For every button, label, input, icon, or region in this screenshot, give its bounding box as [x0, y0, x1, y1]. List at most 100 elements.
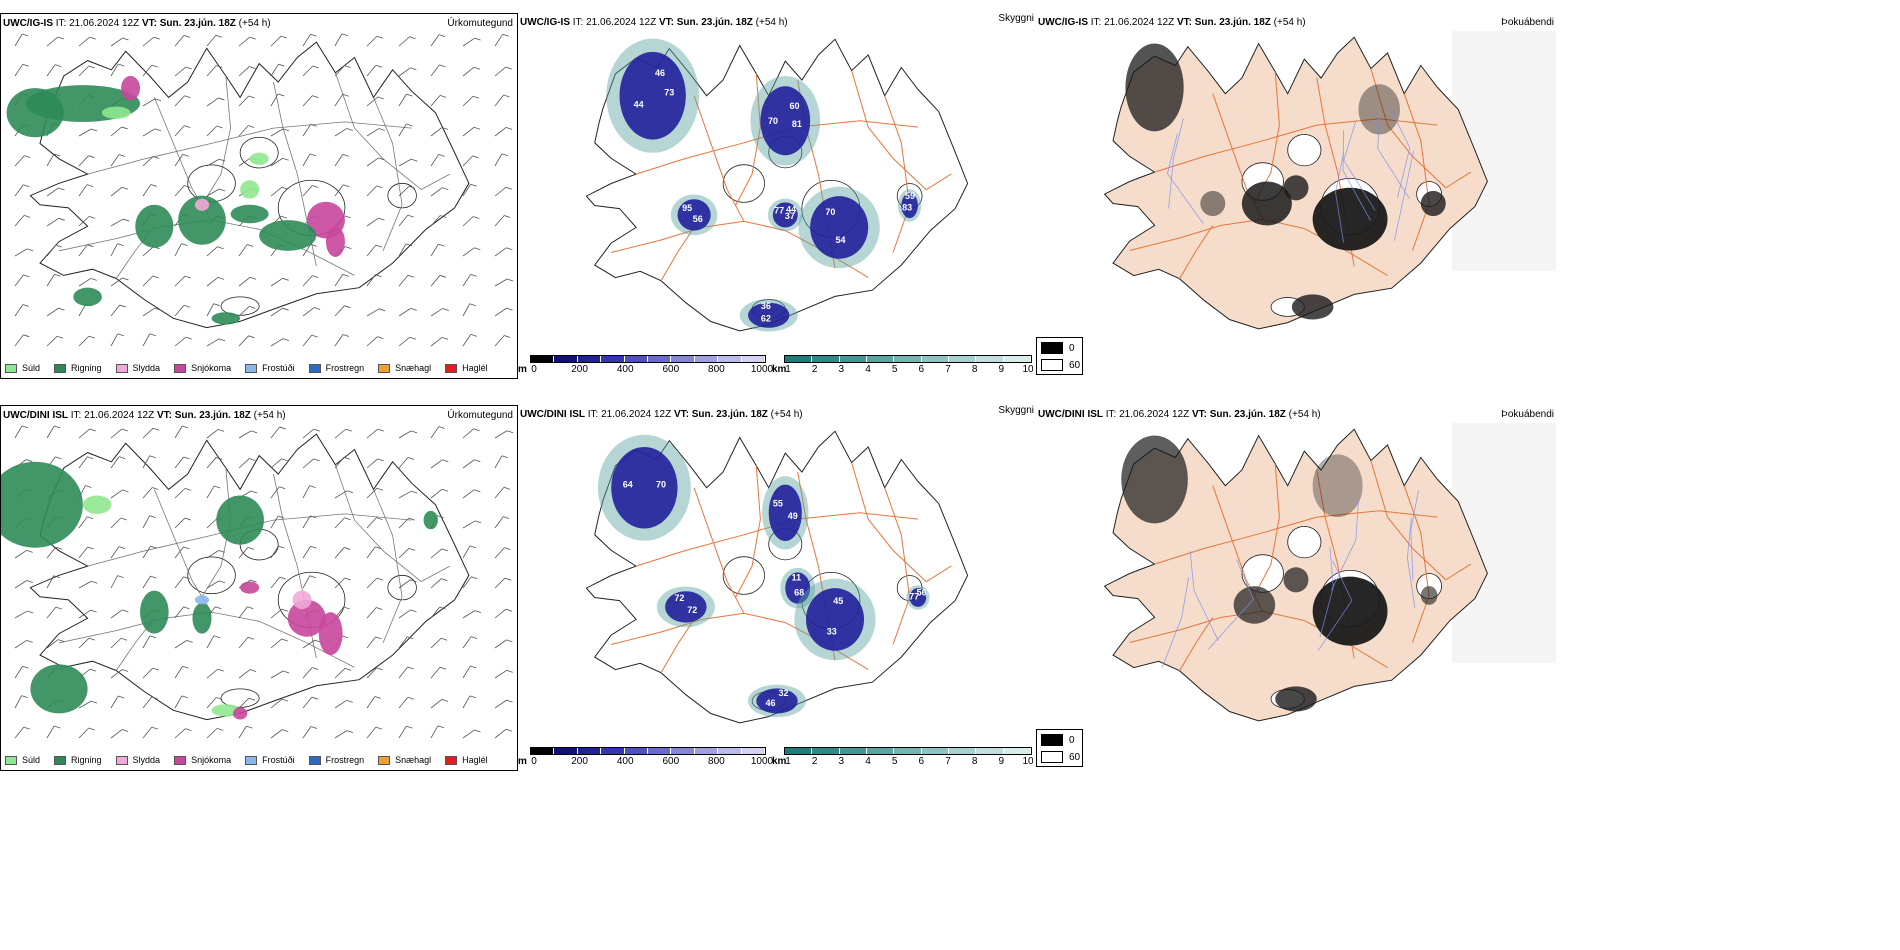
- wind-barb: [78, 128, 98, 137]
- mountain-fog-area: [768, 484, 802, 542]
- fog-legend-label: 60: [1069, 359, 1081, 371]
- mountain-fog-area: [677, 199, 711, 231]
- wind-barb: [110, 243, 124, 257]
- wind-barb: [430, 127, 449, 137]
- colorbar-segment: [601, 748, 625, 754]
- visibility-value-label: 54: [835, 235, 845, 245]
- wind-barb: [334, 667, 352, 679]
- panel-title: Þokuábendi: [1501, 17, 1554, 28]
- wind-barb: [494, 278, 514, 287]
- colorbar-strip: [530, 747, 766, 755]
- wind-barb: [78, 727, 95, 739]
- wind-barb: [430, 426, 446, 439]
- wind-barb: [110, 637, 128, 649]
- wind-barb: [270, 486, 286, 499]
- wind-barb: [174, 243, 188, 257]
- wind-barb: [110, 489, 129, 499]
- colorbar-segment: [718, 748, 742, 754]
- wind-barb: [334, 65, 351, 77]
- wind-barb: [462, 610, 482, 619]
- wind-barb: [430, 187, 449, 197]
- wind-barb: [14, 549, 33, 559]
- wind-barb: [110, 456, 126, 469]
- wind-barb: [46, 153, 61, 167]
- colorbar-segment: [718, 356, 742, 362]
- colorbar-tick-label: 1000: [750, 756, 774, 767]
- terrain-height-colorbar: m 0 200 400 600 800 1000: [518, 747, 773, 771]
- legend-label: Haglél: [462, 363, 488, 373]
- wind-barb: [462, 126, 481, 137]
- wind-barb: [398, 547, 416, 559]
- river: [1410, 490, 1419, 581]
- colorbar-segment: [671, 356, 695, 362]
- legend-label: Frostregn: [325, 755, 365, 765]
- colorbar-tick-label: 4: [865, 756, 871, 767]
- precip-area: [249, 152, 269, 165]
- wind-barb: [430, 548, 448, 559]
- visibility-value-label: 62: [761, 313, 771, 323]
- wind-barb: [366, 577, 384, 589]
- wind-barb: [14, 304, 30, 317]
- wind-barb: [462, 216, 480, 227]
- wind-barb: [14, 639, 33, 649]
- wind-barb: [14, 215, 31, 227]
- wind-barb: [142, 667, 159, 679]
- wind-barb: [174, 336, 192, 347]
- visibility-value-label: 46: [655, 68, 665, 78]
- precip-area: [318, 612, 343, 656]
- fog-legend-swatch: [1041, 342, 1063, 354]
- wind-barb: [270, 670, 290, 679]
- wind-barb: [46, 606, 63, 619]
- river: [1406, 517, 1416, 608]
- precip-area: [135, 204, 174, 248]
- river: [1335, 152, 1345, 243]
- legend-label: Snæhagl: [395, 363, 432, 373]
- wind-barb: [334, 274, 349, 287]
- wind-barb: [430, 308, 449, 317]
- fog-index-area: [1291, 294, 1334, 320]
- road: [635, 512, 918, 567]
- wind-barb: [174, 640, 193, 649]
- wind-barb: [110, 695, 125, 709]
- fog-legend-label: 0: [1069, 734, 1075, 746]
- visibility-value-label: 49: [788, 511, 798, 521]
- wind-barb: [142, 156, 160, 167]
- precip-map: [6, 33, 514, 347]
- glacier-outline: [387, 182, 417, 209]
- wind-barb: [494, 33, 509, 47]
- road: [1179, 617, 1214, 671]
- fog-index-area: [1241, 181, 1292, 226]
- wind-barb: [46, 187, 65, 197]
- wind-barb: [494, 547, 511, 559]
- visibility-value-label: 56: [693, 214, 703, 224]
- wind-barb: [430, 725, 444, 739]
- legend-label: Slydda: [132, 755, 161, 765]
- colorbar-segment: [839, 748, 867, 754]
- visibility-value-label: 70: [656, 480, 666, 490]
- wind-barb: [494, 516, 510, 529]
- wind-barb: [430, 337, 449, 347]
- fog-legend-item: 0: [1041, 342, 1075, 354]
- wind-barb: [334, 154, 349, 167]
- wind-barb: [462, 636, 478, 649]
- fog-index-area: [1275, 686, 1317, 712]
- mountain-fog-area: [909, 588, 927, 607]
- wind-barb: [206, 188, 226, 197]
- wind-barb: [46, 546, 62, 559]
- fog-legend-swatch: [1041, 359, 1063, 371]
- wind-barb: [78, 609, 97, 619]
- wind-barb: [174, 728, 192, 739]
- legend-label: Snæhagl: [395, 755, 432, 765]
- wind-barb: [142, 635, 157, 649]
- wind-barb: [174, 154, 189, 167]
- wind-barb: [462, 183, 477, 197]
- wind-barb: [494, 66, 512, 77]
- legend-label: Súld: [22, 363, 41, 373]
- legend-label: Snjókoma: [191, 363, 232, 373]
- colorbar-segment: [866, 748, 895, 754]
- colorbar-segment: [1003, 356, 1031, 362]
- wind-barb: [270, 157, 289, 167]
- wind-barb: [302, 153, 317, 167]
- wind-barb: [78, 637, 96, 649]
- colorbar-segment: [866, 356, 895, 362]
